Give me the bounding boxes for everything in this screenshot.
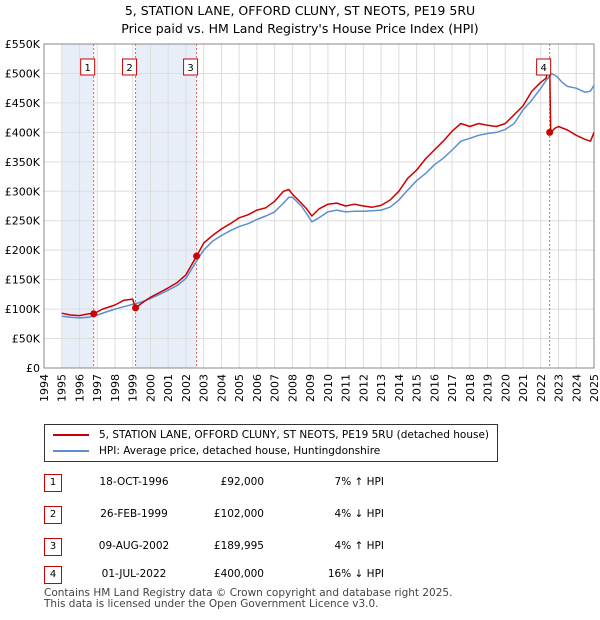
chart-subtitle: Price paid vs. HM Land Registry's House …: [121, 21, 479, 36]
x-tick-label: 2013: [375, 374, 388, 402]
legend-item-property: 5, STATION LANE, OFFORD CLUNY, ST NEOTS,…: [53, 427, 489, 443]
plot-frame: [43, 43, 595, 369]
y-tick-label: £350K: [5, 156, 41, 169]
transaction-number: 3: [44, 538, 62, 556]
x-tick-label: 1994: [38, 374, 51, 402]
x-tick-label: 2002: [180, 374, 193, 402]
transaction-price: £92,000: [220, 476, 264, 488]
transaction-date: 09-AUG-2002: [98, 540, 170, 552]
x-tick-label: 1998: [109, 374, 122, 402]
x-tick-label: 2025: [588, 374, 600, 402]
x-tick-label: 2012: [357, 374, 370, 402]
transaction-date: 01-JUL-2022: [101, 568, 167, 580]
transaction-badge-label: 2: [126, 63, 132, 74]
table-row: 3 09-AUG-2002 £189,995 4% ↑ HPI: [44, 536, 484, 556]
hpi-line: [61, 72, 595, 319]
y-tick-label: £200K: [5, 244, 41, 257]
transaction-badge: [122, 58, 138, 76]
x-tick-label: 2006: [251, 374, 264, 402]
footer-attribution: Contains HM Land Registry data © Crown c…: [44, 588, 452, 610]
legend-swatch-hpi: [53, 450, 89, 452]
x-tick-label: 2009: [304, 374, 317, 402]
legend-label-property: 5, STATION LANE, OFFORD CLUNY, ST NEOTS,…: [99, 429, 490, 441]
plot-area: [44, 44, 594, 368]
transaction-badge-label: 4: [540, 63, 546, 74]
transaction-badge: [80, 58, 96, 76]
transaction-number: 4: [44, 566, 62, 584]
x-tick-label: 1997: [91, 374, 104, 402]
x-tick-label: 2010: [322, 374, 335, 402]
y-tick-label: £450K: [5, 97, 41, 110]
transaction-number: 1: [44, 474, 62, 492]
transaction-number: 2: [44, 506, 62, 524]
x-tick-label: 2004: [215, 374, 228, 402]
table-row: 1 18-OCT-1996 £92,000 7% ↑ HPI: [44, 472, 484, 492]
transaction-price: £189,995: [213, 540, 264, 552]
x-tick-label: 2020: [499, 374, 512, 402]
y-tick-label: £150K: [5, 274, 41, 287]
transaction-price: £400,000: [213, 568, 264, 580]
sale-point: [90, 310, 98, 318]
x-tick-label: 2015: [411, 374, 424, 402]
transaction-date: 18-OCT-1996: [99, 476, 169, 488]
x-tick-label: 2018: [464, 374, 477, 402]
chart-legend: 5, STATION LANE, OFFORD CLUNY, ST NEOTS,…: [44, 424, 498, 462]
x-tick-label: 2000: [144, 374, 157, 402]
x-tick-label: 1996: [73, 374, 86, 402]
transaction-hpi-diff: 7% ↑ HPI: [334, 476, 384, 488]
x-tick-label: 2001: [162, 374, 175, 402]
x-tick-label: 2007: [269, 374, 282, 402]
transaction-badge-label: 3: [187, 63, 193, 74]
sale-point: [132, 304, 140, 312]
x-tick-label: 2017: [446, 374, 459, 402]
y-tick-label: £50K: [12, 333, 41, 346]
transaction-badge-label: 1: [84, 63, 90, 74]
transaction-price: £102,000: [213, 508, 264, 520]
y-tick-label: £250K: [5, 215, 41, 228]
x-tick-label: 2019: [482, 374, 495, 402]
x-tick-label: 2022: [535, 374, 548, 402]
y-tick-label: £550K: [5, 38, 41, 51]
legend-swatch-property: [53, 434, 89, 436]
y-tick-label: £400K: [5, 126, 41, 139]
y-tick-label: £0: [26, 362, 40, 375]
x-tick-label: 1999: [127, 374, 140, 402]
table-row: 4 01-JUL-2022 £400,000 16% ↓ HPI: [44, 564, 484, 584]
price-chart: £0 £50K £100K £150K £200K £250K £300K £350K £400…: [5, 38, 600, 402]
transaction-badge: [183, 58, 199, 76]
y-tick-label: £300K: [5, 185, 41, 198]
x-tick-label: 2024: [570, 374, 583, 402]
sale-point: [546, 128, 554, 136]
y-tick-label: £500K: [5, 67, 41, 80]
shaded-region: [61, 44, 94, 368]
transaction-hpi-diff: 4% ↑ HPI: [334, 540, 384, 552]
property-price-line: [61, 57, 595, 317]
transaction-hpi-diff: 4% ↓ HPI: [334, 508, 384, 520]
transaction-hpi-diff: 16% ↓ HPI: [327, 568, 384, 580]
sale-point: [193, 252, 201, 260]
x-tick-label: 2023: [553, 374, 566, 402]
x-tick-label: 2014: [393, 374, 406, 402]
chart-title: 5, STATION LANE, OFFORD CLUNY, ST NEOTS,…: [124, 3, 476, 18]
y-tick-label: £100K: [5, 303, 41, 316]
table-row: 2 26-FEB-1999 £102,000 4% ↓ HPI: [44, 504, 484, 524]
x-tick-label: 1995: [56, 374, 69, 402]
x-tick-label: 2021: [517, 374, 530, 402]
x-tick-label: 2016: [428, 374, 441, 402]
footer-copyright: Contains HM Land Registry data © Crown c…: [44, 587, 453, 599]
x-tick-label: 2005: [233, 374, 246, 402]
transaction-date: 26-FEB-1999: [100, 508, 168, 520]
legend-label-hpi: HPI: Average price, detached house, Hunt…: [99, 445, 381, 457]
footer-licence: This data is licensed under the Open Gov…: [44, 598, 379, 610]
legend-item-hpi: HPI: Average price, detached house, Hunt…: [53, 443, 380, 459]
transaction-badge: [536, 58, 552, 76]
shaded-region: [135, 44, 197, 368]
x-tick-label: 2003: [198, 374, 211, 402]
x-tick-label: 2008: [286, 374, 299, 402]
x-tick-label: 2011: [340, 374, 353, 402]
